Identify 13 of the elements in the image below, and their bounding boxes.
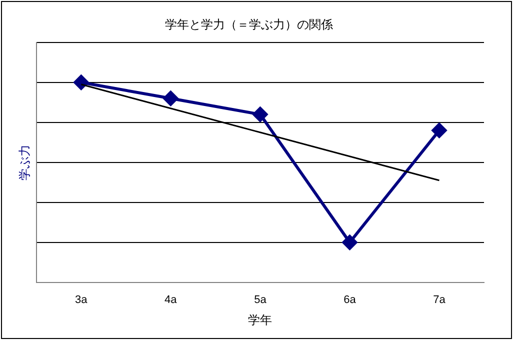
chart-title: 学年と学力（＝学ぶ力）の関係	[165, 18, 333, 32]
x-tick-label: 3a	[75, 294, 88, 306]
point	[252, 106, 268, 122]
y-axis-title: 学ぶ力	[18, 144, 32, 180]
x-tick-label: 5a	[254, 294, 268, 306]
x-tick-label: 4a	[164, 294, 178, 306]
point	[74, 74, 89, 90]
point	[163, 90, 178, 106]
point	[432, 122, 447, 138]
x-axis-title: 学年	[248, 313, 272, 328]
x-tick-label: 7a	[433, 294, 446, 306]
point	[342, 234, 358, 250]
x-tick-label: 6a	[344, 294, 357, 306]
